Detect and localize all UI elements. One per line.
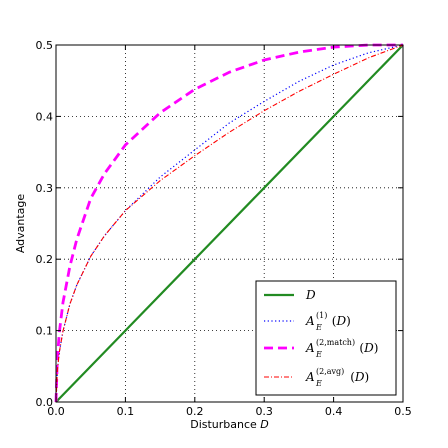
legend-box: [255, 280, 397, 396]
legend-arg-2: (D): [359, 341, 378, 355]
legend-sub-2: E: [315, 350, 322, 359]
ticks: 0.0 0.1 0.2 0.3 0.4 0.5 0.0 0.1 0.2 0.3 0.4 0.5: [36, 39, 412, 418]
legend-entry-1: A: [305, 314, 315, 328]
legend: DA (1)E (D)A (2,match)E (D)A (2,avg)E (D): [255, 280, 397, 396]
legend-arg-3: (D): [350, 370, 369, 384]
series-line-0: [55, 44, 404, 403]
legend-entry-2: A: [305, 341, 315, 355]
x-axis-label-text: Disturbance: [190, 418, 257, 431]
legend-sub-1: E: [315, 323, 322, 332]
x-axis-label-var: D: [260, 418, 268, 431]
y-tick-label: 0.4: [36, 110, 54, 123]
legend-entry-0: D: [305, 288, 316, 302]
x-tick-label: 0.0: [47, 405, 65, 418]
x-tick-label: 0.2: [186, 405, 204, 418]
y-tick-label: 0.1: [36, 325, 54, 338]
x-tick-label: 0.1: [117, 405, 135, 418]
legend-sup-2: (2,match): [316, 338, 355, 347]
legend-entry-3: A: [305, 370, 315, 384]
x-tick-label: 0.4: [325, 405, 343, 418]
series-line-3: [55, 44, 404, 403]
x-axis-label: Disturbance D: [190, 418, 269, 431]
legend-sub-3: E: [315, 379, 322, 388]
legend-sup-1: (1): [316, 311, 327, 320]
plot-frame: [55, 44, 404, 403]
series-line-2: [54, 43, 403, 403]
x-tick-label: 0.5: [394, 405, 412, 418]
y-tick-label: 0.5: [36, 39, 54, 52]
y-tick-label: 0.0: [36, 396, 54, 409]
series-lines: [54, 43, 404, 403]
y-axis-label: Advantage: [14, 194, 27, 254]
legend-arg-1: (D): [332, 314, 351, 328]
x-tick-label: 0.3: [255, 405, 273, 418]
legend-sup-3: (2,avg): [316, 367, 344, 376]
y-tick-label: 0.3: [36, 182, 54, 195]
y-tick-label: 0.2: [36, 253, 54, 266]
